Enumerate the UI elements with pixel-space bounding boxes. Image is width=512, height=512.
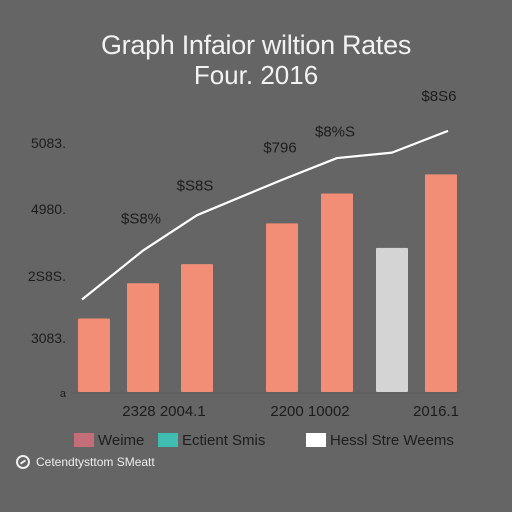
y-tick-label: 3083. (31, 330, 66, 346)
x-tick-label: 2016.1 (413, 403, 459, 420)
legend-label-2: Ectient Smis (182, 431, 266, 449)
footer-text: Cetendtysttom SMeatt (36, 455, 155, 469)
bar (425, 174, 457, 392)
bar (266, 223, 298, 392)
bar (321, 193, 353, 392)
legend-swatch-3 (306, 433, 326, 447)
legend-item-2: Ectient Smis (158, 430, 265, 450)
legend-swatch-2 (158, 433, 178, 447)
y-tick-label: a (60, 388, 67, 400)
data-label: $8%S (315, 123, 355, 140)
legend-item-1: Weime (74, 430, 144, 450)
legend-swatch-1 (74, 433, 94, 447)
data-label: $S8S (177, 178, 214, 195)
footer-credit: Cetendtysttom SMeatt (16, 452, 155, 472)
y-tick-label: 2S8S. (28, 268, 66, 284)
chart-subtitle: Four. 2016 (193, 60, 319, 90)
data-label: $8S6 (421, 88, 456, 105)
data-label: $S8% (121, 210, 161, 227)
y-tick-label: 5083. (31, 135, 66, 151)
x-tick-label: 2328 2004.1 (122, 403, 205, 420)
legend-label-3: Hessl Stre Weems (330, 431, 454, 449)
y-tick-label: 4980. (31, 201, 66, 217)
chart-title: Graph Infaior wiltion Rates (100, 30, 412, 60)
trend-line (81, 129, 449, 301)
data-label: $796 (263, 140, 296, 157)
legend-item-3: Hessl Stre Weems (306, 430, 454, 450)
bar (181, 264, 213, 392)
bar (78, 318, 110, 392)
circle-slash-icon (16, 455, 30, 469)
legend-label-1: Weime (98, 431, 145, 449)
bar (127, 283, 159, 392)
bar (376, 247, 408, 392)
x-tick-label: 2200 10002 (270, 403, 349, 420)
